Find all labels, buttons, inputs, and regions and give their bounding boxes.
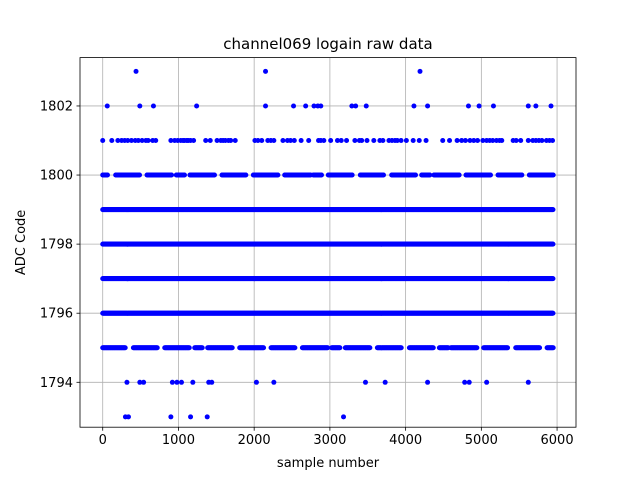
- data-point: [318, 172, 324, 178]
- data-point: [550, 345, 556, 351]
- data-point: [381, 172, 387, 178]
- data-point: [169, 172, 175, 178]
- data-point: [398, 345, 404, 351]
- data-point: [243, 172, 249, 178]
- data-point: [413, 172, 419, 178]
- data-point: [550, 207, 556, 213]
- data-point: [182, 172, 188, 178]
- data-point: [430, 345, 436, 351]
- data-point: [211, 172, 217, 178]
- data-point: [154, 345, 160, 351]
- data-point: [505, 345, 511, 351]
- data-point: [474, 345, 480, 351]
- data-point: [367, 345, 373, 351]
- data-point: [122, 345, 128, 351]
- data-point: [550, 241, 556, 247]
- data-point: [519, 172, 525, 178]
- data-point: [137, 172, 143, 178]
- data-point: [261, 345, 267, 351]
- data-point: [186, 345, 192, 351]
- data-point: [229, 345, 235, 351]
- data-point: [550, 276, 556, 282]
- data-point: [275, 172, 281, 178]
- data-point: [456, 172, 462, 178]
- data-point: [488, 172, 494, 178]
- data-point: [550, 310, 556, 316]
- data-point: [104, 172, 110, 178]
- data-point: [337, 345, 343, 351]
- data-point: [199, 345, 205, 351]
- data-point: [349, 172, 355, 178]
- data-points: [100, 68, 556, 420]
- data-point: [537, 345, 543, 351]
- data-point: [292, 345, 298, 351]
